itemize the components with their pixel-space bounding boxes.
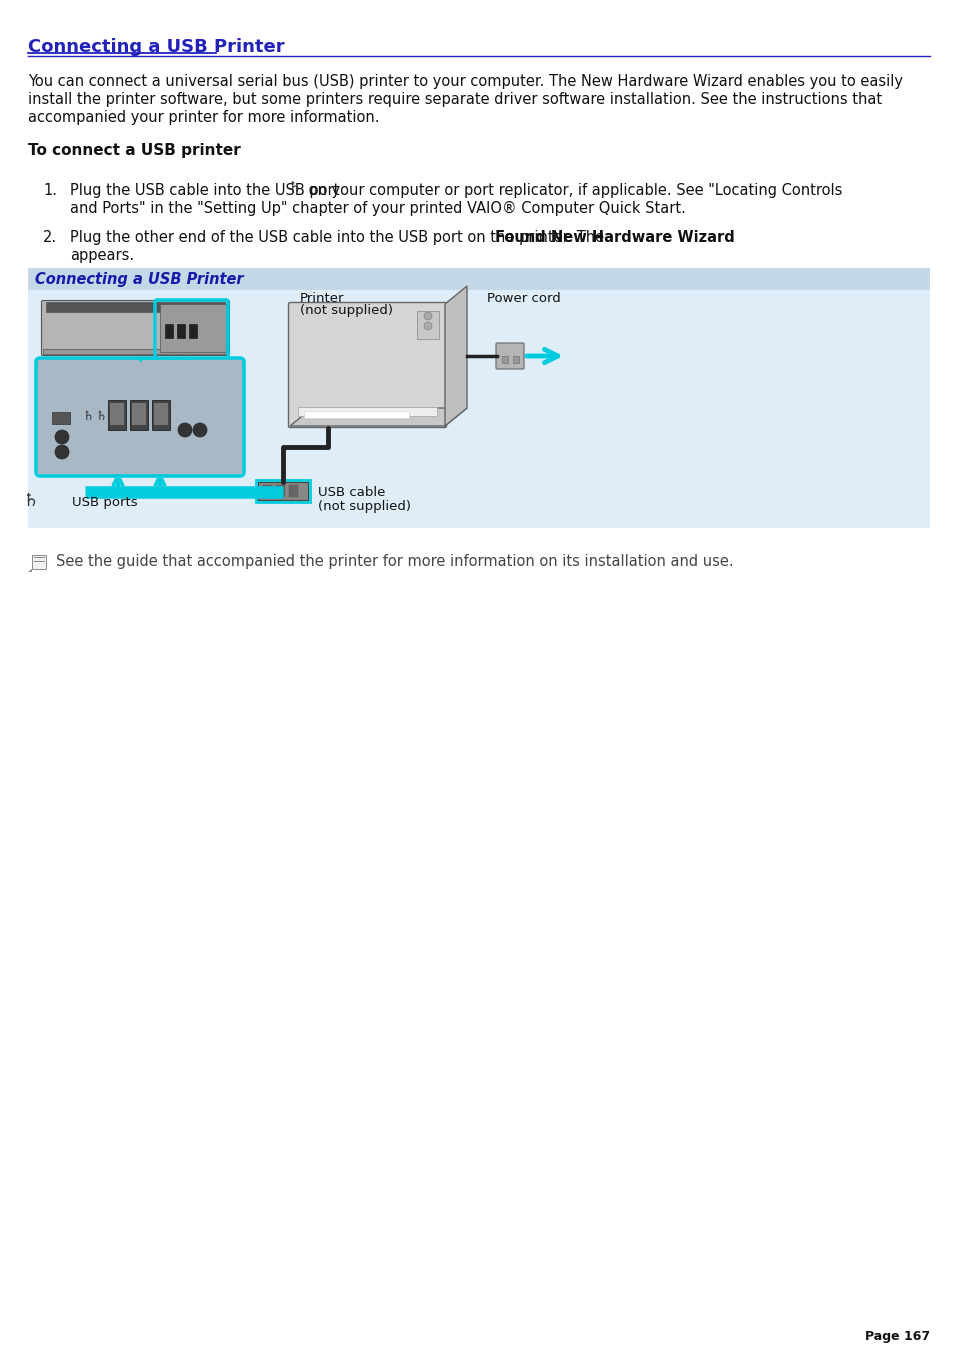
FancyBboxPatch shape	[52, 412, 70, 424]
Text: Page 167: Page 167	[864, 1329, 929, 1343]
Text: USB ports: USB ports	[71, 496, 137, 509]
FancyBboxPatch shape	[501, 357, 507, 363]
FancyBboxPatch shape	[46, 303, 225, 312]
Circle shape	[55, 430, 69, 444]
Polygon shape	[444, 286, 467, 426]
Circle shape	[178, 423, 192, 436]
Text: (not supplied): (not supplied)	[317, 500, 411, 513]
Text: Connecting a USB Printer: Connecting a USB Printer	[28, 38, 284, 55]
FancyBboxPatch shape	[165, 324, 172, 338]
Text: USB cable: USB cable	[317, 486, 385, 499]
Text: ♄: ♄	[288, 180, 301, 195]
FancyBboxPatch shape	[288, 303, 446, 427]
FancyBboxPatch shape	[152, 400, 170, 430]
Circle shape	[55, 444, 69, 459]
FancyBboxPatch shape	[28, 267, 929, 290]
Text: See the guide that accompanied the printer for more information on its installat: See the guide that accompanied the print…	[56, 554, 733, 569]
Text: 1.: 1.	[43, 182, 57, 199]
FancyBboxPatch shape	[132, 403, 146, 426]
FancyBboxPatch shape	[160, 304, 226, 353]
FancyBboxPatch shape	[110, 403, 124, 426]
Circle shape	[423, 312, 432, 320]
FancyBboxPatch shape	[289, 485, 297, 497]
Text: You can connect a universal serial bus (USB) printer to your computer. The New H: You can connect a universal serial bus (…	[28, 74, 902, 89]
Text: appears.: appears.	[70, 249, 134, 263]
FancyBboxPatch shape	[42, 300, 230, 355]
Polygon shape	[28, 569, 32, 571]
FancyBboxPatch shape	[297, 407, 436, 416]
Polygon shape	[290, 408, 467, 426]
Text: Printer: Printer	[299, 292, 344, 305]
FancyBboxPatch shape	[43, 349, 228, 354]
Text: on your computer or port replicator, if applicable. See "Locating Controls: on your computer or port replicator, if …	[304, 182, 841, 199]
FancyBboxPatch shape	[263, 485, 272, 497]
Text: ♄: ♄	[22, 492, 38, 509]
FancyBboxPatch shape	[275, 485, 285, 497]
FancyBboxPatch shape	[177, 324, 185, 338]
Text: Connecting a USB Printer: Connecting a USB Printer	[35, 272, 243, 286]
Text: (not supplied): (not supplied)	[299, 304, 393, 317]
FancyBboxPatch shape	[36, 358, 244, 476]
Text: Plug the other end of the USB cable into the USB port on the printer. The: Plug the other end of the USB cable into…	[70, 230, 608, 245]
FancyBboxPatch shape	[28, 290, 929, 528]
Circle shape	[193, 423, 207, 436]
FancyBboxPatch shape	[304, 411, 409, 417]
Text: ♄: ♄	[82, 409, 93, 423]
FancyBboxPatch shape	[32, 555, 46, 569]
FancyBboxPatch shape	[416, 311, 438, 339]
Text: To connect a USB printer: To connect a USB printer	[28, 143, 240, 158]
FancyBboxPatch shape	[130, 400, 148, 430]
Text: Plug the USB cable into the USB port: Plug the USB cable into the USB port	[70, 182, 339, 199]
FancyBboxPatch shape	[496, 343, 523, 369]
Text: Power cord: Power cord	[486, 292, 560, 305]
Circle shape	[423, 322, 432, 330]
Text: and Ports" in the "Setting Up" chapter of your printed VAIO® Computer Quick Star: and Ports" in the "Setting Up" chapter o…	[70, 201, 685, 216]
FancyBboxPatch shape	[108, 400, 126, 430]
Text: Found New Hardware Wizard: Found New Hardware Wizard	[495, 230, 735, 245]
FancyBboxPatch shape	[513, 357, 518, 363]
Text: ♄: ♄	[95, 409, 106, 423]
Text: 2.: 2.	[43, 230, 57, 245]
Text: accompanied your printer for more information.: accompanied your printer for more inform…	[28, 109, 379, 126]
Text: install the printer software, but some printers require separate driver software: install the printer software, but some p…	[28, 92, 882, 107]
FancyBboxPatch shape	[257, 482, 308, 500]
FancyBboxPatch shape	[189, 324, 196, 338]
FancyBboxPatch shape	[153, 403, 168, 426]
